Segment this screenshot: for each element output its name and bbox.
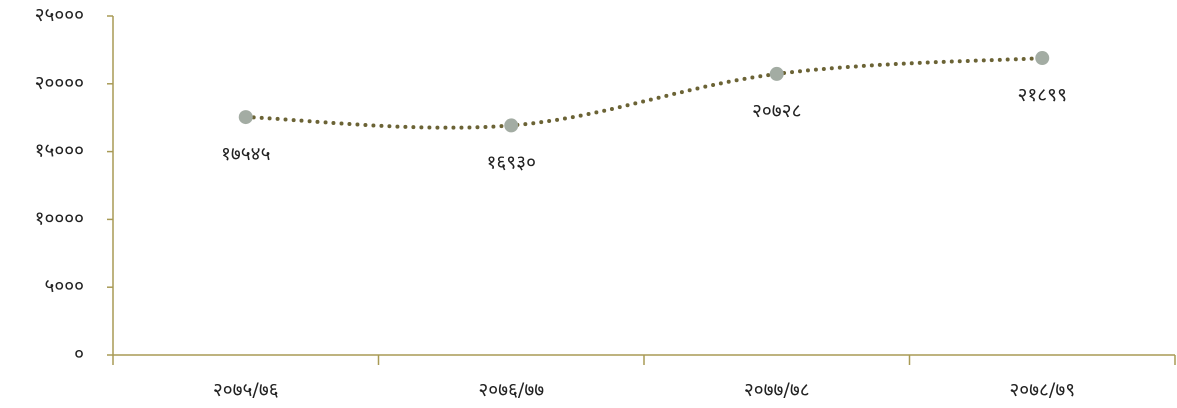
x-axis: २०७५/७६ २०७६/७७ २०७७/७८ २०७८/७९ [112, 354, 1176, 401]
data-point [504, 118, 519, 133]
data-point [769, 66, 784, 81]
y-tick-label: ५००० [44, 275, 84, 297]
x-tick-label: २०७८/७९ [1009, 379, 1075, 401]
data-label: २०७२८ [752, 100, 801, 122]
data-label: १७५४५ [221, 143, 270, 165]
data-point [238, 110, 253, 125]
x-tick-label: २०७७/७८ [744, 379, 810, 401]
x-tick-label: २०७६/७७ [478, 379, 544, 401]
data-point [1035, 51, 1050, 66]
y-tick-label: १०००० [35, 207, 84, 229]
series-path [243, 56, 1045, 130]
x-tick-label: २०७५/७६ [213, 379, 279, 401]
y-tick-label: १५००० [35, 140, 84, 162]
y-tick-label: २०००० [35, 72, 84, 94]
y-tick-label: ० [74, 343, 84, 365]
series-line [238, 51, 1050, 133]
data-label: १६९३० [487, 151, 536, 173]
data-label: २१८९९ [1018, 84, 1067, 106]
data-labels: १७५४५ १६९३० २०७२८ २१८९९ [221, 84, 1067, 173]
y-tick-label: २५००० [35, 4, 84, 26]
y-axis: ० ५००० १०००० १५००० २०००० २५००० [35, 4, 114, 365]
